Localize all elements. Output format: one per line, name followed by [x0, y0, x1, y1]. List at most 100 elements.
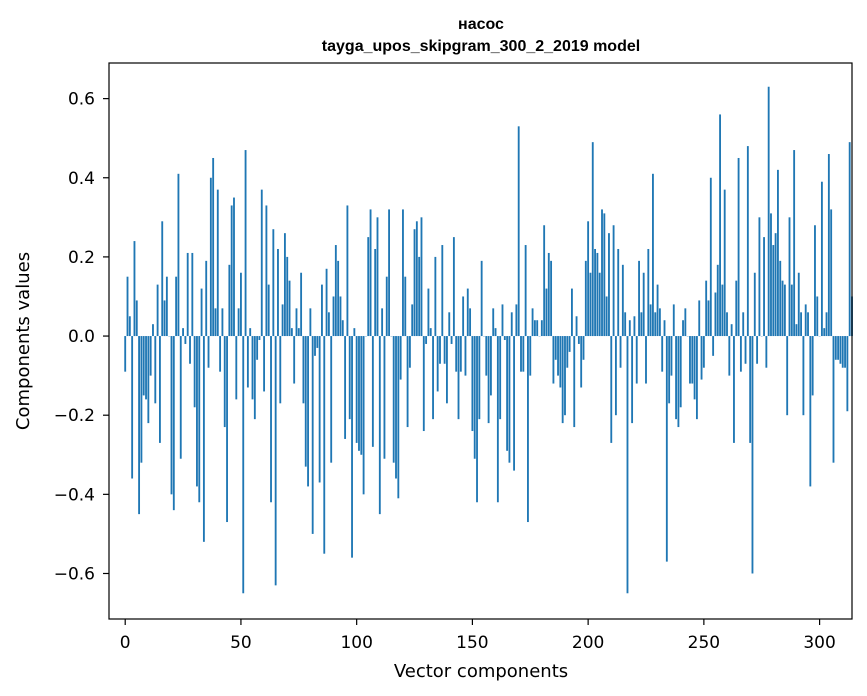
bar	[323, 336, 326, 554]
bar	[135, 300, 138, 337]
bar	[182, 328, 184, 337]
bar	[846, 336, 849, 412]
bar	[295, 308, 298, 337]
bar	[598, 272, 601, 337]
y-tick-label: −0.2	[54, 406, 95, 426]
bar	[489, 336, 492, 396]
bar	[395, 336, 397, 479]
bar	[302, 336, 305, 404]
bar	[566, 336, 569, 368]
bar	[557, 336, 559, 376]
bar	[455, 336, 458, 372]
bar	[142, 336, 145, 396]
bar	[216, 189, 219, 337]
bar	[230, 205, 233, 337]
bar	[246, 336, 249, 388]
bar	[434, 256, 437, 337]
bar	[288, 280, 291, 337]
bar	[339, 296, 342, 337]
bar	[809, 336, 812, 487]
bar	[422, 336, 425, 432]
bar	[163, 300, 166, 337]
bar	[427, 288, 430, 337]
bar	[559, 336, 562, 388]
bar	[580, 336, 583, 388]
bar	[624, 312, 627, 337]
bar	[314, 336, 316, 356]
y-axis: −0.6 −0.4 −0.2 0.0 0.2 0.4 0.6	[54, 90, 109, 584]
bar	[399, 336, 402, 380]
bar	[642, 272, 645, 337]
bar	[355, 336, 358, 443]
bar	[290, 328, 293, 337]
bar	[242, 336, 245, 594]
bar	[601, 209, 603, 337]
bar	[584, 260, 587, 337]
x-axis: 0 50 100 150 200 250 300	[120, 619, 836, 653]
bar	[605, 296, 608, 337]
bar	[367, 237, 370, 337]
bar	[325, 268, 328, 337]
bar	[827, 154, 830, 337]
bar	[735, 280, 738, 337]
bar	[777, 169, 779, 337]
bar	[251, 336, 254, 400]
bar	[353, 328, 356, 337]
bar	[321, 284, 323, 337]
bar	[392, 336, 395, 463]
x-tick-label: 300	[803, 633, 835, 653]
bar	[691, 336, 694, 384]
bar	[825, 312, 828, 337]
bar	[823, 328, 826, 337]
bar	[689, 336, 691, 384]
bar	[635, 336, 638, 384]
bar	[462, 296, 465, 337]
bar	[726, 312, 728, 337]
bar	[402, 209, 404, 337]
bar	[214, 308, 217, 337]
bar	[832, 336, 835, 463]
bar	[140, 336, 143, 463]
bar	[207, 336, 210, 368]
bar	[179, 336, 182, 459]
bar	[816, 296, 819, 337]
bar	[404, 276, 407, 337]
chart-title-line1: насос	[458, 16, 504, 33]
bar	[198, 336, 201, 503]
bar	[531, 308, 534, 337]
y-tick-label: 0.2	[68, 248, 95, 268]
bar	[737, 157, 740, 337]
bar	[429, 328, 432, 337]
bar	[663, 320, 666, 337]
bar	[723, 189, 726, 337]
bar	[494, 328, 497, 337]
bar	[237, 308, 240, 337]
bar	[800, 312, 802, 337]
bar	[156, 284, 159, 337]
y-tick-label: −0.6	[54, 564, 95, 584]
bar	[733, 336, 735, 443]
bar	[202, 336, 205, 542]
bar	[612, 225, 615, 337]
bar	[244, 150, 247, 337]
bar	[221, 308, 224, 337]
bar	[351, 336, 353, 558]
bar	[575, 316, 578, 337]
bar	[545, 288, 548, 337]
bar	[793, 150, 796, 337]
bar	[376, 217, 379, 337]
bar	[647, 248, 650, 337]
bar	[286, 256, 289, 337]
bar	[589, 272, 592, 337]
bar	[508, 336, 511, 463]
bar	[698, 300, 701, 337]
bar	[830, 209, 833, 337]
bar	[228, 264, 231, 337]
bar	[547, 252, 550, 337]
y-tick-label: 0.0	[68, 327, 95, 347]
bar	[517, 126, 520, 337]
bar	[522, 336, 525, 372]
bar	[626, 336, 629, 594]
bar	[617, 248, 620, 337]
bar	[513, 336, 515, 471]
